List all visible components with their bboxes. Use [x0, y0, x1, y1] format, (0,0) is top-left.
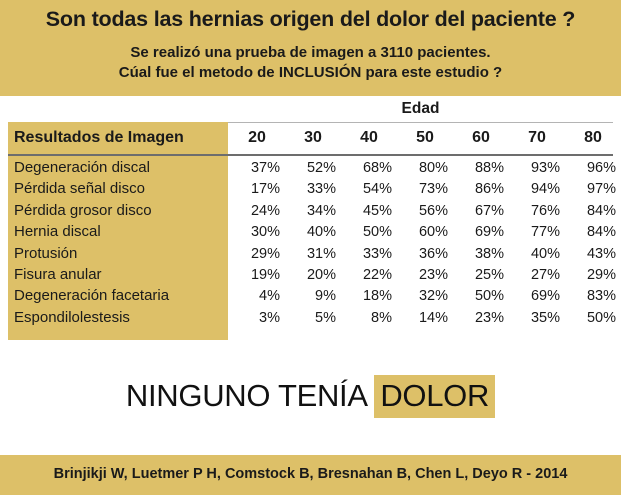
table-cell: 43% [586, 245, 616, 262]
table-cell: 50% [362, 224, 392, 241]
results-table: Edad Resultados de Imagen 20 30 40 50 60 70 80… [0, 96, 621, 346]
table-cell: 27% [530, 266, 560, 283]
table-row: Pérdida señal disco 17% 33% 54% 73% 86% 94% 97% [0, 179, 621, 200]
table-cell: 38% [474, 245, 504, 262]
table-header-row: Resultados de Imagen 20 30 40 50 60 70 80 [0, 124, 621, 154]
table-cell: 24% [250, 202, 280, 219]
table-cell: 76% [530, 202, 560, 219]
table-cell: 31% [306, 245, 336, 262]
row-header-label: Resultados de Imagen [14, 129, 184, 146]
citation: Brinjikji W, Luetmer P H, Comstock B, Br… [53, 466, 568, 482]
row-label: Degeneración facetaria [14, 287, 170, 305]
row-label: Espondilolestesis [14, 308, 130, 326]
table-cell: 69% [474, 224, 504, 241]
table-cell: 83% [586, 288, 616, 305]
table-cell: 8% [371, 309, 392, 326]
row-label: Degeneración discal [14, 159, 150, 176]
table-cell: 9% [315, 288, 336, 305]
age-column-header: 50 [416, 129, 434, 146]
table-cell: 4% [259, 288, 280, 305]
table-row: Hernia discal 30% 40% 50% 60% 69% 77% 84% [0, 222, 621, 243]
header-subtitle-line2: Cúal fue el metodo de INCLUSIÓN para est… [118, 64, 503, 81]
table-cell: 23% [474, 309, 504, 326]
table-cell: 73% [418, 181, 448, 198]
age-column-header: 70 [528, 129, 546, 146]
table-cell: 37% [250, 160, 280, 176]
age-column-header: 20 [248, 129, 266, 146]
statement-prefix: NINGUNO TENÍA [125, 378, 375, 413]
table-cell: 94% [530, 181, 560, 198]
table-rule-bottom [8, 154, 613, 156]
table-body: Degeneración discal 37% 52% 68% 80% 88% 93% 96%… [0, 158, 621, 329]
table-cell: 56% [418, 202, 448, 219]
age-column-header: 30 [304, 129, 322, 146]
row-label: Pérdida señal disco [14, 180, 145, 198]
age-column-header: 60 [472, 129, 490, 146]
table-cell: 23% [418, 266, 448, 283]
table-cell: 35% [530, 309, 560, 326]
table-cell: 17% [250, 181, 280, 198]
table-cell: 80% [418, 160, 448, 176]
table-cell: 88% [474, 160, 504, 176]
table-cell: 50% [586, 309, 616, 326]
table-cell: 32% [418, 288, 448, 305]
table-row: Degeneración facetaria 4% 9% 18% 32% 50% 69% 83… [0, 286, 621, 307]
table-cell: 22% [362, 266, 392, 283]
table-cell: 54% [362, 181, 392, 198]
table-cell: 25% [474, 266, 504, 283]
table-row: Fisura anular 19% 20% 22% 23% 25% 27% 29% [0, 265, 621, 286]
table-cell: 50% [474, 288, 504, 305]
footer-banner: Brinjikji W, Luetmer P H, Comstock B, Br… [0, 455, 621, 495]
table-cell: 77% [530, 224, 560, 241]
row-label-column-background [8, 122, 228, 340]
table-cell: 93% [530, 160, 560, 176]
table-cell: 97% [586, 181, 616, 198]
table-cell: 30% [250, 224, 280, 241]
row-label: Fisura anular [14, 265, 102, 283]
table-cell: 69% [530, 288, 560, 305]
age-column-header: 80 [584, 129, 602, 146]
table-cell: 40% [530, 245, 560, 262]
table-row: Protusión 29% 31% 33% 36% 38% 40% 43% [0, 244, 621, 265]
header-subtitle-line1: Se realizó una prueba de imagen a 3110 p… [130, 44, 491, 61]
table-cell: 33% [362, 245, 392, 262]
row-label: Protusión [14, 244, 78, 262]
table-cell: 86% [474, 181, 504, 198]
table-cell: 29% [586, 266, 616, 283]
table-cell: 36% [418, 245, 448, 262]
table-row: Degeneración discal 37% 52% 68% 80% 88% 93% 96% [0, 158, 621, 179]
table-cell: 33% [306, 181, 336, 198]
table-cell: 52% [306, 160, 336, 176]
header-banner: Son todas las hernias origen del dolor d… [0, 0, 621, 96]
table-cell: 34% [306, 202, 336, 219]
table-cell: 60% [418, 224, 448, 241]
table-cell: 96% [586, 160, 616, 176]
row-label: Hernia discal [14, 223, 101, 241]
statement-highlight: DOLOR [374, 375, 496, 418]
table-cell: 67% [474, 202, 504, 219]
table-cell: 45% [362, 202, 392, 219]
row-label: Pérdida grosor disco [14, 201, 152, 219]
table-cell: 14% [418, 309, 448, 326]
table-cell: 68% [362, 160, 392, 176]
table-cell: 40% [306, 224, 336, 241]
table-cell: 3% [259, 309, 280, 326]
table-cell: 20% [306, 266, 336, 283]
table-cell: 18% [362, 288, 392, 305]
age-group-header: Edad [401, 100, 440, 117]
table-cell: 29% [250, 245, 280, 262]
table-row: Pérdida grosor disco 24% 34% 45% 56% 67% 76% 84… [0, 201, 621, 222]
age-column-header: 40 [360, 129, 378, 146]
table-cell: 84% [586, 202, 616, 219]
table-rule-top [228, 122, 613, 123]
table-cell: 84% [586, 224, 616, 241]
table-row: Espondilolestesis 3% 5% 8% 14% 23% 35% 50% [0, 308, 621, 329]
table-cell: 5% [315, 309, 336, 326]
page-title: Son todas las hernias origen del dolor d… [45, 7, 576, 31]
conclusion-statement: NINGUNO TENÍA DOLOR [0, 375, 621, 418]
table-cell: 19% [250, 266, 280, 283]
